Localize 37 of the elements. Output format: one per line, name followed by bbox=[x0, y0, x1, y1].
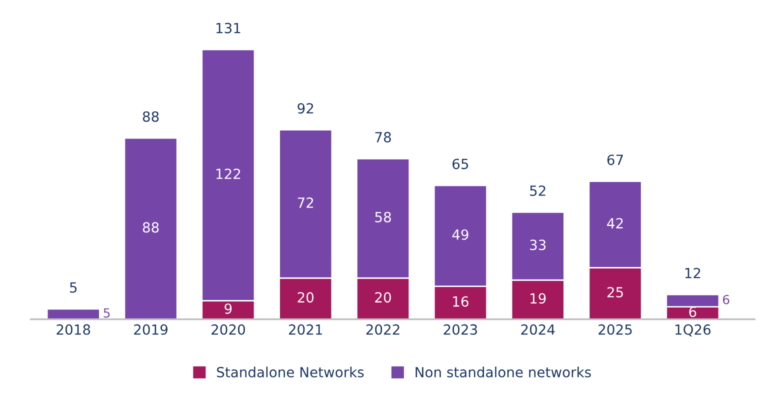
x-tick-label: 2024 bbox=[521, 324, 555, 335]
data-label: 19 bbox=[530, 293, 546, 304]
x-tick-label: 2020 bbox=[212, 324, 245, 335]
legend-label: Non standalone networks bbox=[416, 366, 591, 378]
total-label: 88 bbox=[142, 111, 159, 122]
bar bbox=[46, 308, 100, 320]
x-tick-label: 1Q26 bbox=[675, 324, 711, 336]
total-label: 5 bbox=[104, 308, 110, 318]
total-label: 65 bbox=[452, 158, 468, 170]
total-label: 52 bbox=[530, 185, 546, 196]
data-label: 20 bbox=[375, 292, 391, 303]
data-label: 49 bbox=[452, 229, 468, 240]
data-label: 6 bbox=[722, 294, 730, 304]
total-label: 67 bbox=[607, 154, 623, 166]
data-label: 58 bbox=[375, 212, 391, 222]
data-label: 16 bbox=[453, 296, 468, 307]
x-tick-label: 2025 bbox=[598, 324, 632, 335]
bar bbox=[124, 137, 178, 320]
data-label: 88 bbox=[142, 222, 159, 233]
x-tick-label: 2021 bbox=[288, 324, 322, 335]
total-label: 78 bbox=[375, 132, 391, 142]
legend-label: Standalone Networks bbox=[217, 366, 364, 378]
data-label: 122 bbox=[216, 168, 240, 179]
x-tick-label: 2022 bbox=[366, 324, 400, 335]
x-tick-label: 2019 bbox=[134, 324, 168, 335]
data-label: 20 bbox=[298, 292, 314, 303]
x-tick-label: 2023 bbox=[444, 324, 477, 335]
data-label: 5 bbox=[70, 282, 77, 293]
data-label: 25 bbox=[607, 286, 623, 298]
data-label: 42 bbox=[607, 218, 623, 228]
total-label: 131 bbox=[216, 22, 240, 34]
data-label: 9 bbox=[224, 303, 232, 314]
x-tick-label: 2018 bbox=[56, 324, 90, 335]
total-label: 92 bbox=[298, 103, 314, 114]
data-label: 33 bbox=[530, 240, 546, 250]
total-label: 12 bbox=[685, 268, 700, 278]
data-label: 72 bbox=[298, 197, 314, 208]
